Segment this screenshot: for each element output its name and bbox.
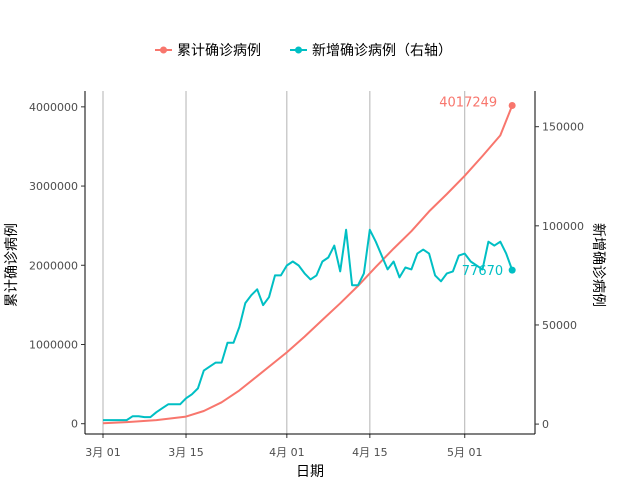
x-tick-label-1: 3月 15 — [168, 446, 204, 459]
right-tick-label-1: 50000 — [542, 319, 577, 332]
left-tick-label-4: 4000000 — [29, 101, 78, 114]
right-tick-label-0: 0 — [542, 418, 549, 431]
right-tick-label-2: 100000 — [542, 220, 584, 233]
right-axis-title: 新增确诊病例 — [590, 223, 606, 307]
x-tick-label-4: 5月 01 — [447, 446, 483, 459]
end-point-cumulative — [508, 101, 516, 109]
series-line-daily — [103, 228, 514, 422]
x-axis: 3月 01 3月 15 4月 01 4月 15 5月 01 — [85, 446, 482, 459]
legend-key-cumulative — [155, 46, 172, 54]
left-tick-label-0: 0 — [71, 418, 78, 431]
x-tick-label-2: 4月 01 — [269, 446, 305, 459]
annotation-daily: 77670 — [462, 264, 503, 279]
x-tick-label-3: 4月 15 — [352, 446, 388, 459]
right-y-axis: 0 50000 100000 150000 — [542, 121, 584, 431]
left-y-axis: 0 1000000 2000000 3000000 4000000 — [29, 101, 78, 431]
left-tick-label-3: 3000000 — [29, 180, 78, 193]
x-axis-title: 日期 — [296, 464, 324, 480]
legend-key-daily — [290, 46, 307, 54]
annotation-cumulative: 4017249 — [439, 95, 497, 110]
legend-label-cumulative: 累计确诊病例 — [177, 43, 261, 59]
left-tick-label-2: 2000000 — [29, 259, 78, 272]
legend-label-daily: 新增确诊病例（右轴） — [312, 43, 452, 59]
grid-lines — [81, 91, 539, 438]
left-tick-label-1: 1000000 — [29, 338, 78, 351]
right-tick-label-3: 150000 — [542, 121, 584, 134]
series-layer — [102, 101, 516, 425]
series-line-cumulative — [102, 105, 514, 425]
legend: 累计确诊病例 新增确诊病例（右轴） — [155, 43, 452, 59]
left-axis-title: 累计确诊病例 — [4, 223, 20, 307]
x-tick-label-0: 3月 01 — [85, 446, 121, 459]
end-point-daily — [508, 266, 516, 274]
